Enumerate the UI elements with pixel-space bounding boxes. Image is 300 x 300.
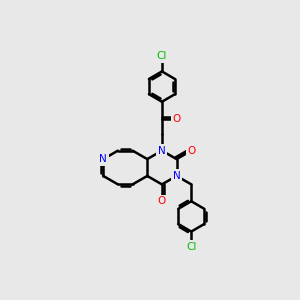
Text: O: O (172, 114, 181, 124)
Text: O: O (187, 146, 195, 156)
Text: Cl: Cl (157, 51, 167, 61)
Text: N: N (158, 146, 166, 156)
Text: O: O (158, 196, 166, 206)
Text: N: N (99, 154, 107, 164)
Text: Cl: Cl (186, 242, 196, 252)
Text: N: N (173, 171, 181, 181)
